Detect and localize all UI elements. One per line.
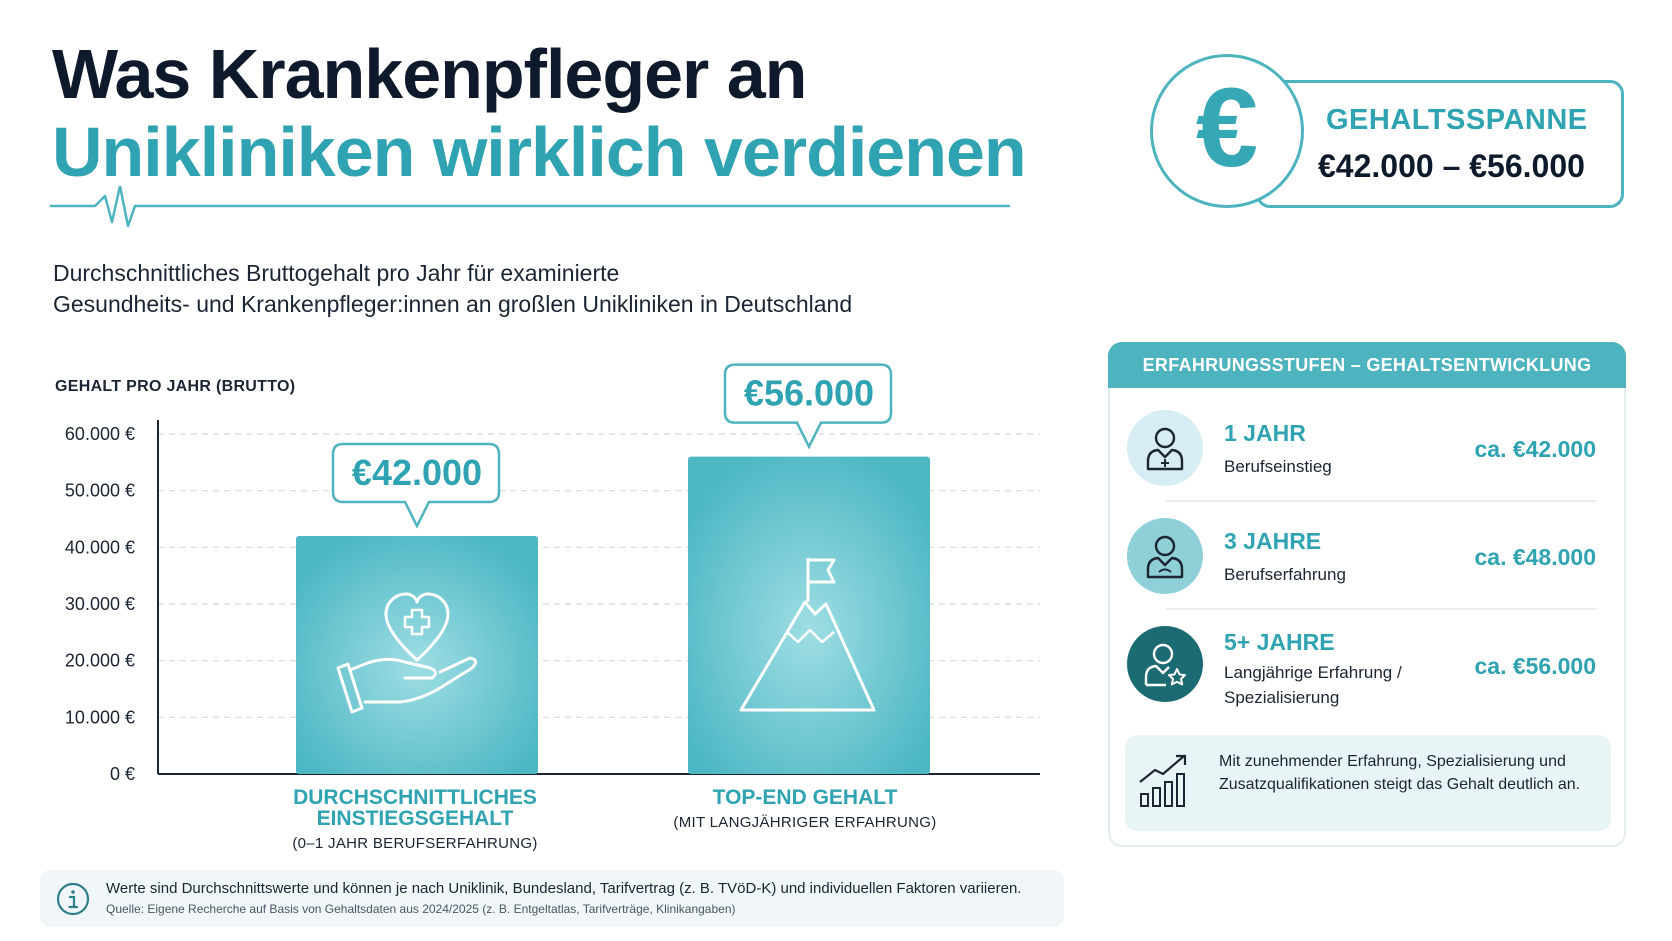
note-text: Werte sind Durchschnittswerte und können… — [106, 880, 1022, 897]
salary-range-badge — [1256, 80, 1624, 208]
nurse-icon — [1127, 410, 1203, 486]
category-label-top: TOP-END GEHALT (MIT LANGJÄHRIGER ERFAHRU… — [640, 787, 970, 831]
subtitle-line2: Gesundheits- und Krankenpfleger:innen an… — [53, 291, 853, 317]
stage-1-title: 1 JAHR — [1224, 420, 1306, 446]
growth-chart-icon — [1139, 754, 1187, 807]
salary-range-label: GEHALTSSPANNE — [1326, 104, 1588, 136]
salary-bar-chart: 0 € 10.000 € 20.000 € 30.000 € 40.000 € 50.00… — [65, 363, 1040, 784]
y-tick-label: 20.000 € — [65, 651, 135, 671]
stage-2-value: ca. €48.000 — [1474, 544, 1596, 570]
category-main-top: TOP-END GEHALT — [712, 786, 898, 809]
stage-divider — [1166, 500, 1596, 502]
euro-icon: € — [1150, 54, 1304, 208]
subtitle-line1: Durchschnittliches Bruttogehalt pro Jahr… — [53, 260, 620, 286]
heartbeat-line — [50, 186, 1010, 228]
info-note — [40, 870, 1064, 927]
y-tick-label: 60.000 € — [65, 424, 135, 444]
stage-3-desc-line2: Spezialisierung — [1224, 688, 1340, 707]
nurse-icon — [1127, 518, 1203, 594]
experience-panel-heading: ERFAHRUNGSSTUFEN – GEHALTSENTWICKLUNG — [1108, 342, 1626, 388]
data-label: €56.000 — [744, 373, 874, 414]
salary-range-value: €42.000 – €56.000 — [1318, 148, 1585, 184]
data-label: €42.000 — [352, 452, 482, 493]
y-tick-label: 50.000 € — [65, 481, 135, 501]
category-entry-line2: EINSTIEGSGEHALT — [316, 807, 514, 830]
y-tick-label: 40.000 € — [65, 537, 135, 557]
bar-top-end — [688, 456, 930, 774]
category-sub-entry: (0–1 JAHR BERUFSERFAHRUNG) — [292, 835, 538, 852]
stage-2-title: 3 JAHRE — [1224, 528, 1322, 554]
stage-1-desc: Berufseinstieg — [1224, 457, 1332, 476]
euro-glyph: € — [1195, 65, 1259, 190]
nurse-star-icon — [1127, 626, 1203, 702]
trend-text: Mit zunehmender Erfahrung, Spezialisieru… — [1219, 753, 1581, 793]
bar-entry — [296, 536, 538, 774]
title-line2: Unikliniken wirklich verdienen — [52, 113, 1027, 191]
stage-2-desc: Berufserfahrung — [1224, 565, 1346, 584]
subtitle: Durchschnittliches Bruttogehalt pro Jahr… — [53, 258, 1013, 320]
value-callout — [723, 363, 893, 450]
stage-divider — [1166, 608, 1596, 610]
heart-hand-icon — [336, 592, 477, 714]
category-entry-line1: DURCHSCHNITTLICHES — [293, 786, 537, 809]
stage-3-value: ca. €56.000 — [1474, 653, 1596, 679]
stage-1-value: ca. €42.000 — [1474, 436, 1596, 462]
info-icon — [56, 882, 90, 916]
title-line1: Was Krankenpfleger an — [52, 35, 807, 113]
value-callout — [331, 442, 501, 529]
heartbeat-divider — [50, 186, 1010, 228]
category-sub-top: (MIT LANGJÄHRIGER ERFAHRUNG) — [673, 814, 937, 831]
stage-3-desc: Langjährige Erfahrung / Spezialisierung — [1224, 660, 1402, 710]
y-tick-label: 10.000 € — [65, 707, 135, 727]
note-source: Quelle: Eigene Recherche auf Basis von G… — [106, 902, 736, 916]
mountain-flag-icon — [739, 558, 876, 712]
stage-3-title: 5+ JAHRE — [1224, 629, 1335, 655]
category-main-entry: DURCHSCHNITTLICHES EINSTIEGSGEHALT — [250, 787, 580, 829]
category-label-entry: DURCHSCHNITTLICHES EINSTIEGSGEHALT (0–1 … — [250, 787, 580, 852]
y-tick-label: 0 € — [110, 764, 135, 784]
trend-box — [1125, 735, 1611, 831]
y-tick-label: 30.000 € — [65, 594, 135, 614]
y-axis-title: GEHALT PRO JAHR (BRUTTO) — [55, 378, 296, 395]
stage-3-desc-line1: Langjährige Erfahrung / — [1224, 663, 1402, 682]
